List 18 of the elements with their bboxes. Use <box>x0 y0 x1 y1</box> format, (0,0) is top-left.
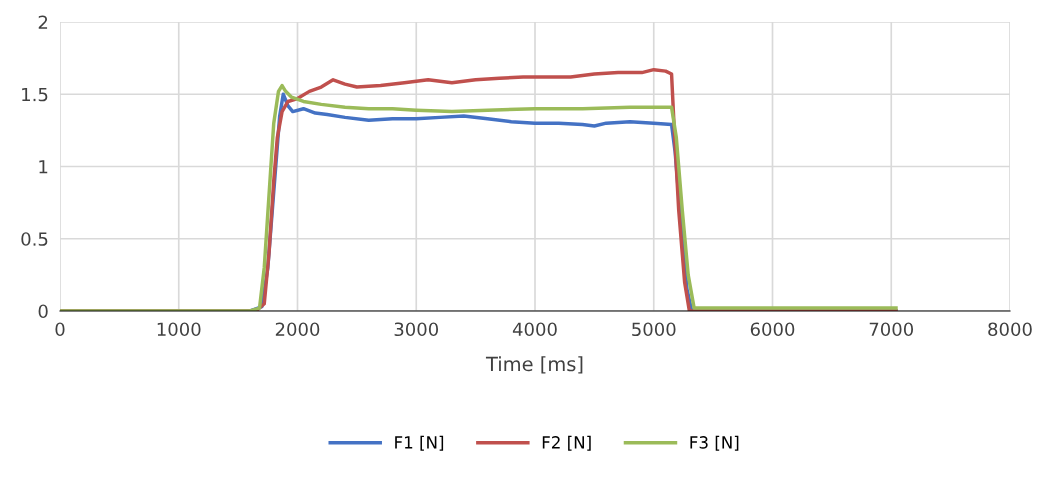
x-tick-label: 4000 <box>512 322 557 337</box>
y-tick-label: 0 <box>38 304 48 319</box>
legend-label: F3 [N] <box>690 435 739 451</box>
x-tick-label: 0 <box>55 322 65 337</box>
y-tick-label: 1 <box>39 160 48 174</box>
y-tick-label: 0.5 <box>21 232 48 246</box>
x-tick-label: 6000 <box>750 322 795 337</box>
y-tick-label: 2 <box>38 15 48 29</box>
x-tick-label: 5000 <box>632 322 676 337</box>
legend-label: F1 [N] <box>395 435 444 451</box>
x-tick-label: 8000 <box>988 322 1032 337</box>
legend-label: F2 [N] <box>542 435 591 451</box>
x-tick-label: 7000 <box>869 322 914 337</box>
x-tick-label: 3000 <box>394 322 439 337</box>
x-tick-label: 2000 <box>275 322 320 337</box>
x-axis-title: Time [ms] <box>485 356 583 374</box>
x-tick-label: 1000 <box>157 322 201 337</box>
y-tick-label: 1.5 <box>22 87 48 102</box>
